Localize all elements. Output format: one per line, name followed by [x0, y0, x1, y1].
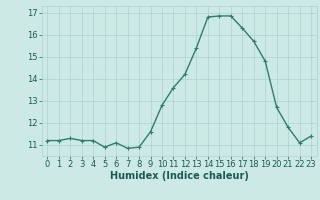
X-axis label: Humidex (Indice chaleur): Humidex (Indice chaleur) — [110, 171, 249, 181]
